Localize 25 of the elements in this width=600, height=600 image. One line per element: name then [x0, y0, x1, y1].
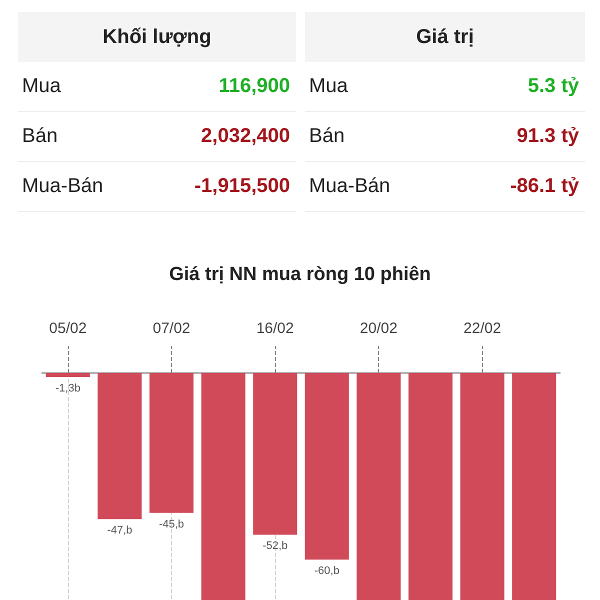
category-label: Bán — [309, 125, 345, 148]
category-label: Mua-Bán — [22, 175, 104, 198]
data-label: -47,b — [107, 524, 132, 537]
text: 2,032,400 — [201, 125, 290, 147]
chart-title: Giá trị NN mua ròng 10 phiên — [169, 264, 431, 285]
category-label: Mua — [22, 75, 61, 98]
text: Giá trị — [305, 12, 585, 62]
category-label: Mua — [309, 75, 348, 98]
data-label: -52,b — [262, 540, 288, 552]
text: Khối lượng — [18, 12, 296, 62]
x-tick-label: 16/02 — [256, 320, 294, 337]
data-label: -45,b — [158, 518, 184, 530]
x-tick-label: 05/02 — [49, 320, 87, 337]
text: 116,900 — [218, 75, 290, 97]
x-tick-label: 20/02 — [360, 320, 398, 337]
category-label: Bán — [22, 125, 58, 148]
x-tick-label: 22/02 — [464, 320, 502, 337]
text: -1,915,500 — [194, 175, 290, 197]
text: 5.3 tỷ — [528, 75, 579, 97]
data-label: -1,3b — [55, 382, 80, 395]
text: -86.1 tỷ — [510, 175, 579, 197]
category-label: Mua-Bán — [309, 175, 390, 198]
data-label: -60,b — [314, 565, 340, 578]
x-tick-label: 07/02 — [152, 320, 190, 337]
text: 91.3 tỷ — [516, 125, 579, 147]
